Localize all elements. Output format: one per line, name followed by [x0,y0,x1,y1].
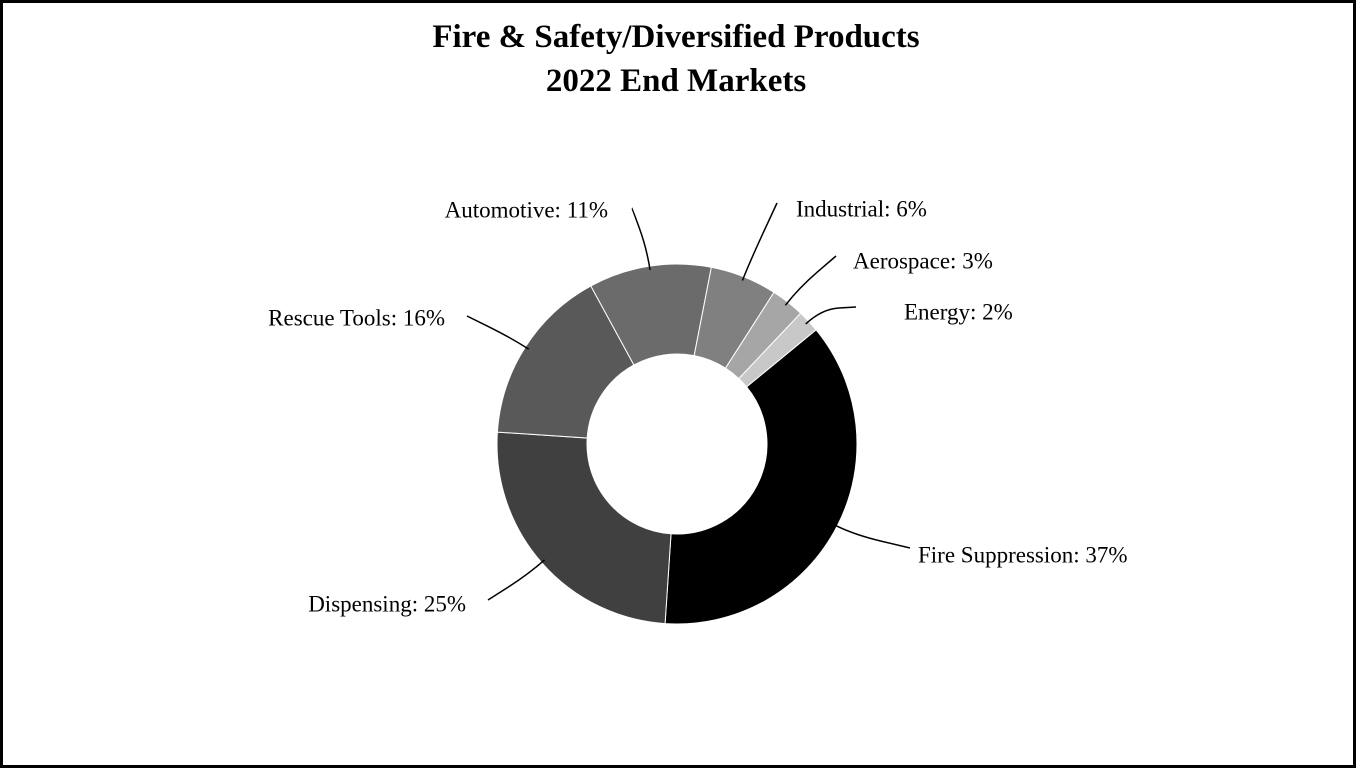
data-label: Aerospace: 3% [853,248,993,273]
donut-segment [496,285,635,439]
data-label: Rescue Tools: 16% [268,305,445,330]
data-label: Fire Suppression: 37% [918,542,1128,567]
chart-subtitle: 2022 End Markets [546,63,807,99]
leader-line [784,255,837,306]
donut-segment [496,431,672,625]
chart-title: Fire & Safety/Diversified Products [432,19,919,55]
donut-segment [664,329,858,625]
leader-line [741,202,778,281]
leader-line [466,315,530,350]
data-label: Automotive: 11% [445,197,608,222]
data-label: Energy: 2% [904,299,1013,324]
leader-line [833,523,911,549]
leader-line [805,306,857,325]
data-label: Industrial: 6% [796,196,927,221]
leader-line [487,559,546,601]
donut-segment [738,312,817,388]
data-label: Dispensing: 25% [308,591,466,616]
leader-line [631,207,651,271]
